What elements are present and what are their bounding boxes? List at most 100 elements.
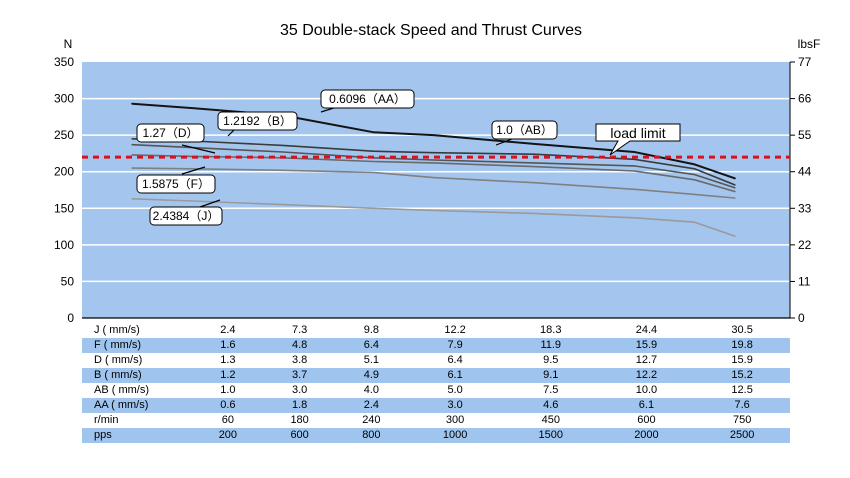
right-tick-label: 77 — [798, 55, 812, 69]
table-cell: 10.0 — [635, 384, 658, 396]
speed-table-row: AA ( mm/s) 0.6 1.8 2.4 3.0 4.6 6.1 7.6 — [82, 398, 790, 413]
table-cell: 3.0 — [407, 398, 503, 413]
speed-table-row: AB ( mm/s) 1.0 3.0 4.0 5.0 7.5 10.0 12.5 — [82, 383, 790, 398]
table-cell: 1500 — [502, 428, 599, 443]
callout-label: 1.5875（F） — [142, 177, 210, 191]
right-tick-label: 44 — [798, 165, 812, 179]
table-cell: 19.8 — [694, 338, 790, 353]
table-cell: 12.5 — [731, 384, 753, 396]
speed-table-row: D ( mm/s) 1.3 3.8 5.1 6.4 9.5 12.7 15.9 — [82, 353, 790, 368]
table-cell: 1.0 — [220, 384, 236, 396]
left-tick-label: 300 — [54, 92, 74, 106]
right-tick-label: 66 — [798, 92, 812, 106]
speed-table-row: J ( mm/s) 2.4 7.3 9.8 12.2 18.3 24.4 30.5 — [82, 323, 790, 338]
table-cell: 12.2 — [598, 368, 695, 383]
series-callouts: 0.6096（AA） 1.2192（B） 1.27（D） 1.0（AB） 1.5875（… — [136, 89, 558, 226]
left-tick-label: 0 — [67, 311, 74, 325]
series-line — [131, 138, 736, 186]
table-cell: 4.0 — [363, 384, 380, 396]
table-cell: 4.9 — [335, 368, 408, 383]
speed-table: J ( mm/s) 2.4 7.3 9.8 12.2 18.3 24.4 30.5 F ( mm… — [82, 323, 790, 443]
table-cell: 6.4 — [335, 338, 408, 353]
table-cell: 18.3 — [540, 324, 562, 336]
table-cell: 5.0 — [447, 384, 463, 396]
callout-box — [217, 111, 298, 131]
table-cell: 600 — [263, 428, 336, 443]
row-label: J ( mm/s) — [94, 324, 140, 336]
table-cell: 9.8 — [363, 324, 380, 336]
left-axis-ticks: 0 50 100 150 200 250 300 350 — [54, 55, 74, 325]
speed-table-row: F ( mm/s) 1.6 4.8 6.4 7.9 11.9 15.9 19.8 — [82, 338, 790, 353]
right-tick-label: 55 — [798, 128, 812, 142]
table-cell: 15.9 — [731, 354, 753, 366]
series-callout: 2.4384（J） — [149, 199, 223, 226]
series-line — [131, 143, 736, 189]
callout-label: 1.2192（B） — [223, 114, 292, 128]
table-cell: 5.1 — [363, 354, 380, 366]
right-axis-unit: lbsF — [798, 37, 821, 51]
row-label: F ( mm/s) — [82, 338, 192, 353]
series-lines — [131, 102, 736, 237]
speed-table-row: pps 200 600 800 1000 1500 2000 2500 — [82, 428, 790, 443]
series-line — [131, 198, 736, 237]
table-cell: 15.9 — [598, 338, 695, 353]
table-cell: 1.8 — [263, 398, 336, 413]
table-cell: 2500 — [694, 428, 790, 443]
table-cell: 7.9 — [407, 338, 503, 353]
table-cell: 800 — [335, 428, 408, 443]
load-limit-label: load limit — [610, 125, 665, 141]
left-tick-label: 250 — [54, 128, 74, 142]
table-cell: 4.8 — [263, 338, 336, 353]
callout-box — [320, 89, 415, 109]
table-cell: 24.4 — [635, 324, 658, 336]
left-tick-label: 200 — [54, 165, 74, 179]
table-cell: 15.2 — [694, 368, 790, 383]
series-line — [131, 167, 736, 199]
table-cell: 6.1 — [407, 368, 503, 383]
table-cell: 2000 — [598, 428, 695, 443]
load-limit-bubble — [595, 123, 681, 156]
callout-label: 0.6096（AA） — [329, 92, 406, 106]
right-tick-label: 22 — [798, 238, 812, 252]
left-tick-label: 150 — [54, 201, 74, 215]
table-cell: 30.5 — [731, 324, 753, 336]
left-tick-label: 100 — [54, 238, 74, 252]
load-limit-callout: load limit — [595, 123, 681, 156]
table-cell: 3.0 — [291, 384, 308, 396]
series-callout: 1.2192（B） — [217, 111, 298, 137]
callout-pointer — [199, 199, 221, 208]
right-tick-label: 0 — [798, 311, 805, 325]
table-cell: 60 — [221, 414, 234, 426]
table-cell: 6.4 — [447, 354, 463, 366]
table-cell: 2.4 — [335, 398, 408, 413]
table-cell: 1.3 — [220, 354, 236, 366]
left-axis-unit: N — [64, 37, 73, 51]
row-label: D ( mm/s) — [94, 354, 143, 366]
table-cell: 3.8 — [291, 354, 308, 366]
callout-label: 2.4384（J） — [153, 209, 220, 223]
speed-table-row: B ( mm/s) 1.2 3.7 4.9 6.1 9.1 12.2 15.2 — [82, 368, 790, 383]
row-label: AA ( mm/s) — [82, 398, 192, 413]
table-cell: 7.5 — [543, 384, 559, 396]
series-callout: 1.27（D） — [136, 123, 216, 154]
row-label: B ( mm/s) — [82, 368, 192, 383]
chart-title: 35 Double-stack Speed and Thrust Curves — [280, 22, 582, 39]
callout-pointer — [181, 144, 216, 154]
table-cell: 7.6 — [694, 398, 790, 413]
callout-pointer — [181, 166, 206, 175]
callout-box — [149, 206, 223, 226]
table-cell: 750 — [732, 414, 752, 426]
left-tick-label: 350 — [54, 55, 74, 69]
callout-label: 1.27（D） — [142, 126, 198, 140]
table-cell: 1.6 — [192, 338, 264, 353]
table-cell: 3.7 — [263, 368, 336, 383]
series-callout: 1.0（AB） — [491, 120, 558, 146]
table-cell: 1.2 — [192, 368, 264, 383]
table-cell: 9.1 — [502, 368, 599, 383]
table-cell: 12.2 — [444, 324, 466, 336]
table-cell: 180 — [290, 414, 309, 426]
speed-table-row: r/min 60 180 240 300 450 600 750 — [82, 413, 790, 428]
table-cell: 7.3 — [291, 324, 308, 336]
row-label: r/min — [94, 414, 119, 426]
table-cell: 200 — [192, 428, 264, 443]
